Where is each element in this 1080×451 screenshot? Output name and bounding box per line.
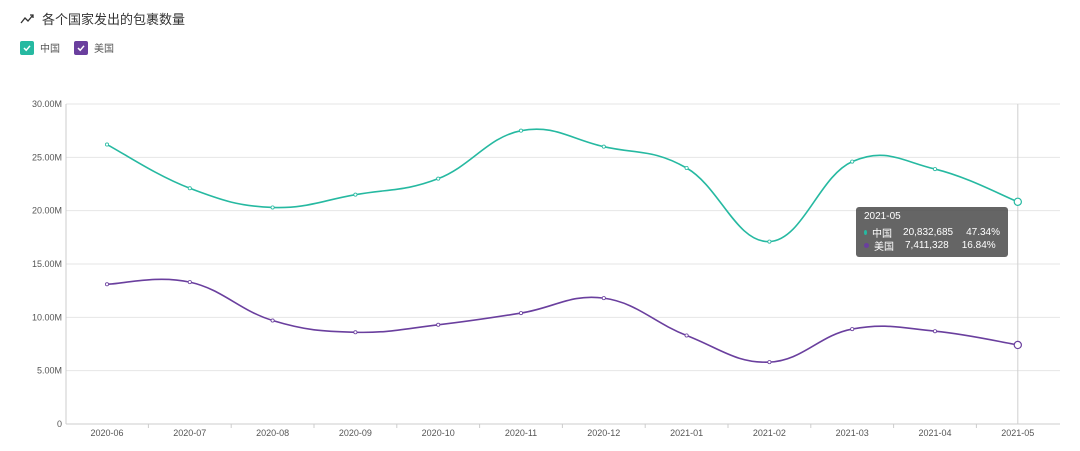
y-tick-label: 10.00M: [32, 312, 62, 322]
y-tick-label: 30.00M: [32, 99, 62, 109]
series-dot-icon: [864, 243, 869, 248]
x-tick-label: 2021-04: [918, 428, 951, 438]
y-tick-label: 0: [57, 419, 62, 429]
x-tick-label: 2020-08: [256, 428, 289, 438]
tooltip-series-name: 中国: [872, 229, 893, 240]
y-tick-label: 5.00M: [37, 366, 62, 376]
chart-tooltip: 2021-05 中国 20,832,685 47.34% 美国 7,411,32…: [856, 207, 1008, 257]
chart-header: 各个国家发出的包裹数量: [20, 9, 185, 28]
data-point[interactable]: [601, 296, 606, 301]
x-tick-label: 2021-01: [670, 428, 703, 438]
series-dot-icon: [864, 230, 868, 235]
data-point[interactable]: [850, 159, 855, 164]
tooltip-row: 美国 7,411,328 16.84%: [864, 239, 1000, 253]
data-point[interactable]: [105, 142, 110, 147]
tooltip-title: 2021-05: [864, 211, 901, 222]
data-point[interactable]: [436, 322, 441, 327]
data-point[interactable]: [519, 311, 524, 316]
x-tick-label: 2020-06: [90, 428, 123, 438]
y-tick-label: 20.00M: [32, 206, 62, 216]
data-point[interactable]: [436, 176, 441, 181]
tooltip-value: 7,411,328: [905, 240, 949, 251]
legend: 中国 美国: [20, 40, 114, 55]
tooltip-row: 中国 20,832,685 47.34%: [864, 226, 1000, 240]
data-point[interactable]: [105, 282, 110, 287]
series-line: [106, 278, 1018, 363]
x-tick-label: 2021-02: [753, 428, 786, 438]
data-point[interactable]: [767, 239, 772, 244]
x-tick-label: 2020-12: [587, 428, 620, 438]
data-point[interactable]: [353, 192, 358, 197]
checkbox-checked-icon[interactable]: [74, 40, 88, 55]
tooltip-series-name: 美国: [874, 242, 894, 253]
data-point[interactable]: [684, 165, 689, 170]
data-point[interactable]: [1013, 197, 1023, 206]
chart-title: 各个国家发出的包裹数量: [42, 12, 186, 27]
x-tick-label: 2021-05: [1001, 428, 1034, 438]
legend-label: 中国: [40, 44, 60, 55]
x-tick-label: 2021-03: [836, 428, 869, 438]
data-point[interactable]: [767, 360, 772, 365]
data-point[interactable]: [187, 280, 192, 285]
legend-item-china[interactable]: 中国: [20, 40, 60, 55]
axes: 0 5.00M 10.00M 15.00M 20.00M 25.00M 30.00M 2020…: [32, 99, 1034, 438]
x-tick-label: 2020-07: [173, 428, 206, 438]
grid-lines: [66, 103, 1060, 425]
data-point[interactable]: [270, 205, 275, 210]
y-tick-label: 15.00M: [32, 259, 62, 269]
data-point[interactable]: [933, 329, 938, 334]
data-point[interactable]: [187, 186, 192, 191]
legend-item-usa[interactable]: 美国: [74, 40, 114, 55]
tooltip-percent: 16.84%: [961, 240, 996, 251]
data-point[interactable]: [1013, 340, 1023, 350]
tooltip-percent: 47.34%: [966, 227, 1000, 238]
x-tick-label: 2020-10: [422, 428, 455, 438]
checkbox-checked-icon[interactable]: [20, 40, 34, 55]
y-tick-label: 25.00M: [32, 152, 62, 162]
trend-line-icon: [20, 12, 34, 26]
data-point[interactable]: [933, 167, 938, 172]
data-point[interactable]: [519, 128, 524, 133]
data-point[interactable]: [850, 327, 855, 332]
data-point[interactable]: [601, 144, 606, 149]
x-tick-label: 2020-11: [505, 428, 537, 438]
x-tick-label: 2020-09: [339, 428, 372, 438]
data-point[interactable]: [353, 330, 358, 335]
data-points: [105, 128, 1023, 365]
tooltip-value: 20,832,685: [903, 227, 954, 238]
data-point[interactable]: [684, 333, 689, 338]
data-point[interactable]: [270, 318, 275, 323]
legend-label: 美国: [94, 44, 114, 55]
